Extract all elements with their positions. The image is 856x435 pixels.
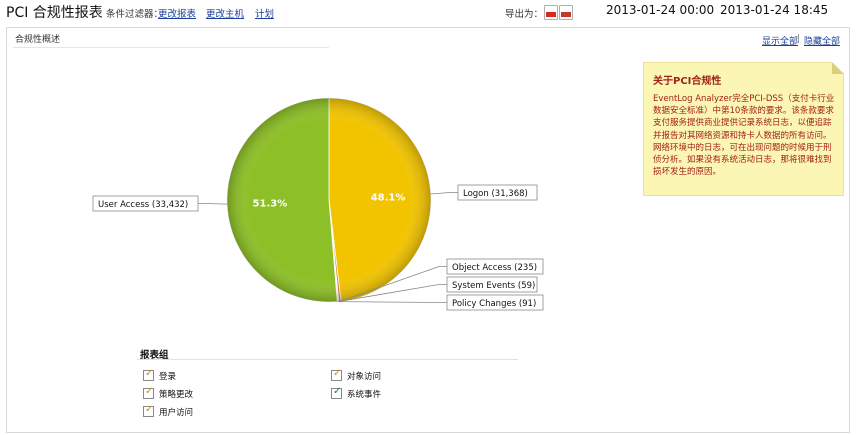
leader-line xyxy=(337,301,447,303)
percent-label-user-access: 51.3% xyxy=(253,198,288,209)
callout-label-policy-changes: Policy Changes (91) xyxy=(452,299,536,309)
legend-label-system-events: 系统事件 xyxy=(347,390,382,400)
leader-line xyxy=(430,192,458,195)
export-label: 导出为： xyxy=(505,9,544,20)
checkbox-user-access[interactable]: ✓ xyxy=(143,404,154,417)
hide-all-link[interactable]: 隐藏全部 xyxy=(804,37,841,47)
note-title: 关于PCI合规性 xyxy=(653,76,722,87)
pci-info-note: 关于PCI合规性 EventLog Analyzer完全PCI-DSS（支付卡行… xyxy=(643,62,844,196)
checkbox-policy-changes[interactable]: ✓ xyxy=(143,386,154,399)
pdf-icon[interactable] xyxy=(544,5,558,20)
callout-box xyxy=(457,184,538,201)
legend-label-policy-changes: 策略更改 xyxy=(159,390,194,400)
pie-chart: 48.1% 51.3% Logon (31,368) Object Access (… xyxy=(92,97,544,311)
leader-line xyxy=(198,203,228,205)
callout-label-logon: Logon (31,368) xyxy=(463,189,528,199)
note-body: EventLog Analyzer完全PCI-DSS（支付卡行业数据安全标准）中… xyxy=(653,94,835,178)
legend-title: 报表组 xyxy=(140,350,169,361)
check-mark-icon: ✓ xyxy=(333,368,342,379)
change-report-link[interactable]: 更改报表 xyxy=(158,9,197,20)
checkbox-logon[interactable]: ✓ xyxy=(143,368,154,381)
leader-line xyxy=(338,284,447,302)
check-mark-icon: ✓ xyxy=(145,386,154,397)
title-separator: | xyxy=(97,4,101,17)
percent-label-logon: 48.1% xyxy=(371,193,406,204)
callout-box xyxy=(92,195,199,212)
legend-label-user-access: 用户访问 xyxy=(159,408,194,418)
change-host-link[interactable]: 更改主机 xyxy=(206,9,245,20)
check-mark-icon: ✓ xyxy=(145,404,154,415)
note-fold-corner xyxy=(832,62,844,74)
legend-label-logon: 登录 xyxy=(159,372,177,382)
filter-label: 条件过滤器： xyxy=(106,9,164,20)
date-from[interactable]: 2013-01-24 00:00 xyxy=(606,3,715,17)
callout-box xyxy=(446,294,544,311)
legend-divider xyxy=(137,359,518,360)
show-all-link[interactable]: 显示全部 xyxy=(762,37,799,47)
link-separator: | xyxy=(797,34,801,44)
legend-label-object-access: 对象访问 xyxy=(347,372,382,382)
check-mark-icon: ✓ xyxy=(333,386,342,397)
panel-title: 合规性概述 xyxy=(15,35,61,45)
page-title: PCI 合规性报表 xyxy=(6,5,103,21)
leader-line xyxy=(339,266,447,302)
schedule-link[interactable]: 计划 xyxy=(255,9,275,20)
callout-label-system-events: System Events (59) xyxy=(452,281,535,291)
callout-box xyxy=(446,258,544,275)
checkbox-object-access[interactable]: ✓ xyxy=(331,368,342,381)
csv-icon[interactable] xyxy=(559,5,573,20)
callout-label-object-access: Object Access (235) xyxy=(452,263,537,273)
callout-label-user-access: User Access (33,432) xyxy=(98,200,188,210)
date-to[interactable]: 2013-01-24 18:45 xyxy=(720,3,829,17)
compliance-overview-panel: 合规性概述 显示全部 | 隐藏全部 关于PCI合规性 EventLog Anal… xyxy=(6,27,850,433)
top-bar: PCI 合规性报表 | 条件过滤器： 更改报表 更改主机 计划 导出为： 201… xyxy=(0,0,856,24)
checkbox-system-events[interactable]: ✓ xyxy=(331,386,342,399)
panel-title-divider xyxy=(13,47,329,48)
callout-box xyxy=(446,276,538,293)
check-mark-icon: ✓ xyxy=(145,368,154,379)
